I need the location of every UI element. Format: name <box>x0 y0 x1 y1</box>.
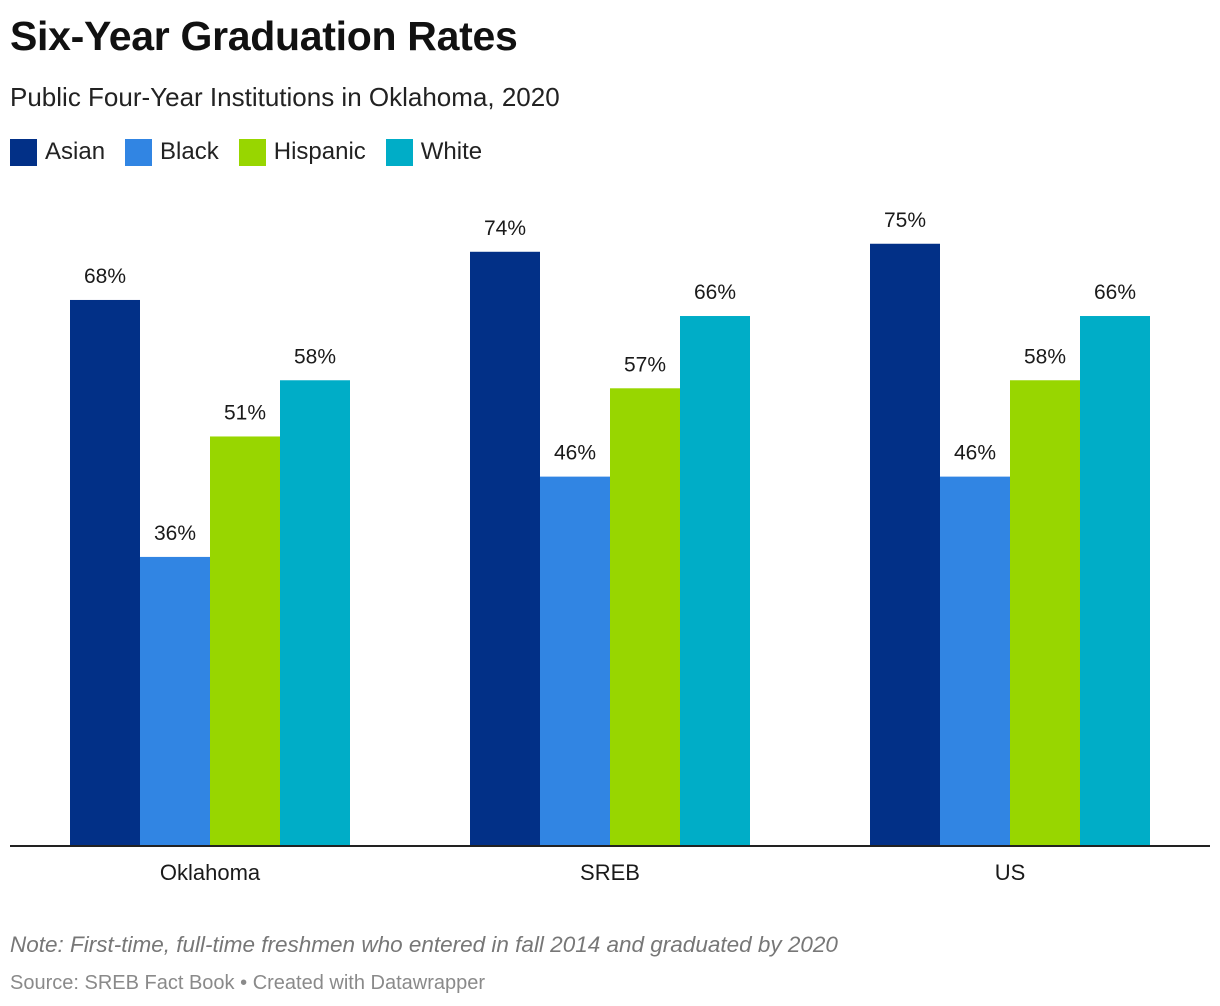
data-label-oklahoma-black: 36% <box>154 522 196 545</box>
legend-label-black: Black <box>160 138 219 165</box>
legend-swatch-hispanic <box>238 138 266 166</box>
x-tick-label-sreb: SREB <box>580 860 640 885</box>
data-label-sreb-hispanic: 57% <box>624 353 666 376</box>
legend: Asian Black Hispanic White <box>10 137 502 167</box>
x-tick-label-oklahoma: Oklahoma <box>160 860 261 885</box>
chart-subtitle: Public Four-Year Institutions in Oklahom… <box>10 82 560 112</box>
x-tick-label-us: US <box>995 860 1026 885</box>
bar-us-hispanic <box>1010 380 1080 846</box>
bar-oklahoma-black <box>140 556 210 846</box>
bar-us-asian <box>870 243 940 846</box>
bar-sreb-asian <box>470 251 540 846</box>
legend-swatch-white <box>385 138 413 166</box>
legend-label-white: White <box>420 138 483 165</box>
data-label-us-hispanic: 58% <box>1024 345 1066 368</box>
data-label-oklahoma-asian: 68% <box>84 265 126 288</box>
bar-oklahoma-asian <box>70 299 140 847</box>
bar-oklahoma-white <box>280 380 350 846</box>
data-label-sreb-black: 46% <box>554 442 596 465</box>
legend-item-hispanic: Hispanic <box>238 137 366 167</box>
data-label-us-black: 46% <box>954 442 996 465</box>
legend-item-white: White <box>385 137 483 167</box>
legend-swatch-asian <box>10 138 37 166</box>
bar-chart: 68% 36% 51% 58% Oklahoma 74% 46% 57% 66% SREB 75% 4… <box>10 209 1210 885</box>
chart-title: Six-Year Graduation Rates <box>10 13 518 59</box>
data-label-us-asian: 75% <box>884 209 926 232</box>
bar-oklahoma-hispanic <box>210 436 280 846</box>
source-text: Source: SREB Fact Book <box>10 972 235 994</box>
bar-us-black <box>940 476 1010 846</box>
credit-text: Created with Datawrapper <box>252 972 486 994</box>
source-separator: • <box>240 972 248 994</box>
data-label-sreb-asian: 74% <box>484 217 526 240</box>
data-label-oklahoma-hispanic: 51% <box>224 401 266 424</box>
bar-us-white <box>1080 316 1150 846</box>
legend-item-black: Black <box>125 137 219 167</box>
bar-sreb-black <box>540 476 610 846</box>
legend-swatch-black <box>125 138 153 166</box>
bar-sreb-hispanic <box>610 388 680 846</box>
chart-source: Source: SREB Fact Book • Created with Da… <box>10 969 485 997</box>
bar-sreb-white <box>680 316 750 846</box>
data-label-sreb-white: 66% <box>694 281 736 304</box>
legend-label-asian: Asian <box>45 138 106 165</box>
data-label-oklahoma-white: 58% <box>294 345 336 368</box>
data-label-us-white: 66% <box>1094 281 1136 304</box>
legend-item-asian: Asian <box>10 137 105 167</box>
chart-note: Note: First-time, full-time freshmen who… <box>10 932 838 957</box>
legend-label-hispanic: Hispanic <box>273 138 366 165</box>
